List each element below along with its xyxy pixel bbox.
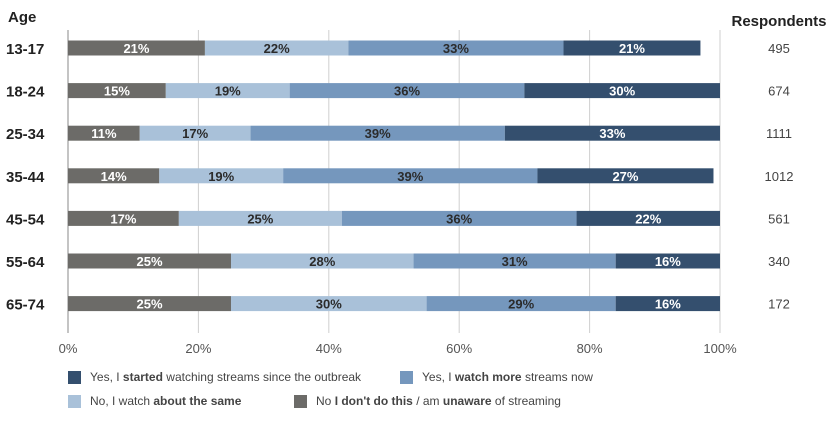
x-tick-label: 0%	[59, 341, 78, 356]
bar-segment-same	[231, 253, 414, 269]
legend-item-more: Yes, I watch more streams now	[400, 370, 593, 384]
bar-segment-more	[348, 40, 564, 56]
respondents-value: 172	[768, 297, 790, 312]
legend-label-same: No, I watch about the same	[90, 394, 242, 408]
data-label: 39%	[365, 126, 391, 141]
legend-label-no: No I don't do this / am unaware of strea…	[316, 394, 561, 408]
legend-label-started: Yes, I started watching streams since th…	[90, 370, 362, 384]
data-label: 22%	[264, 41, 290, 56]
bar-segment-started	[563, 40, 701, 56]
bar-segment-more	[413, 253, 616, 269]
data-label: 16%	[655, 297, 681, 312]
respondents-value: 1111	[766, 126, 792, 141]
bar-segment-more	[341, 210, 577, 226]
category-label: 13-17	[6, 41, 44, 58]
x-tick-label: 80%	[577, 341, 603, 356]
data-label: 33%	[443, 41, 469, 56]
data-label: 28%	[309, 254, 335, 269]
legend-item-started: Yes, I started watching streams since th…	[68, 370, 361, 384]
data-label: 19%	[215, 84, 241, 99]
bar-segment-same	[159, 168, 284, 184]
bar-segment-more	[250, 125, 505, 141]
x-tick-label: 40%	[316, 341, 342, 356]
bar-segment-more	[283, 168, 538, 184]
data-label: 30%	[609, 84, 635, 99]
data-label: 33%	[599, 126, 625, 141]
bar-segment-same	[204, 40, 349, 56]
bar-segment-started	[576, 210, 720, 226]
data-label: 19%	[208, 169, 234, 184]
data-label: 25%	[247, 211, 273, 226]
data-label: 16%	[655, 254, 681, 269]
bar-segment-more	[426, 296, 616, 312]
category-label: 18-24	[6, 84, 45, 101]
category-label: 45-54	[6, 211, 45, 228]
bar-segment-no	[68, 296, 231, 312]
legend-item-no: No I don't do this / am unaware of strea…	[294, 394, 561, 408]
x-tick-label: 20%	[185, 341, 211, 356]
respondents-value: 495	[768, 41, 790, 56]
data-label: 30%	[316, 297, 342, 312]
respondents-value: 1012	[765, 169, 794, 184]
category-label: 55-64	[6, 254, 45, 271]
x-tick-label: 60%	[446, 341, 472, 356]
bar-segment-more	[289, 83, 525, 99]
bar-segment-started	[524, 83, 720, 99]
data-label: 21%	[619, 41, 645, 56]
category-label: 25-34	[6, 126, 45, 143]
data-label: 17%	[110, 211, 136, 226]
bar-segment-started	[615, 253, 720, 269]
bar-segment-no	[68, 40, 205, 56]
data-label: 36%	[446, 211, 472, 226]
data-label: 31%	[502, 254, 528, 269]
bar-segment-same	[139, 125, 251, 141]
legend-swatch-same	[68, 394, 81, 408]
bar-segment-no	[68, 83, 166, 99]
legend: Yes, I started watching streams since th…	[68, 370, 768, 414]
data-label: 36%	[394, 84, 420, 99]
bar-segment-started	[615, 296, 720, 312]
legend-swatch-started	[68, 370, 81, 384]
respondents-title: Respondents	[731, 13, 826, 30]
data-label: 25%	[136, 297, 162, 312]
legend-label-more: Yes, I watch more streams now	[422, 370, 593, 384]
legend-swatch-more	[400, 370, 413, 384]
bar-segment-same	[165, 83, 290, 99]
x-tick-label: 100%	[703, 341, 737, 356]
data-label: 25%	[136, 254, 162, 269]
bar-segment-same	[178, 210, 342, 226]
y-axis-title: Age	[8, 9, 36, 26]
data-label: 17%	[182, 126, 208, 141]
data-label: 22%	[635, 211, 661, 226]
bar-segment-no	[68, 210, 179, 226]
data-label: 39%	[397, 169, 423, 184]
respondents-value: 561	[768, 211, 790, 226]
category-label: 35-44	[6, 169, 45, 186]
data-label: 14%	[101, 169, 127, 184]
respondents-value: 340	[768, 254, 790, 269]
bar-segment-started	[504, 125, 720, 141]
legend-swatch-no	[294, 394, 307, 408]
data-label: 29%	[508, 297, 534, 312]
bar-segment-no	[68, 168, 160, 184]
legend-item-same: No, I watch about the same	[68, 394, 241, 408]
data-label: 27%	[612, 169, 638, 184]
bar-segment-no	[68, 253, 231, 269]
data-label: 11%	[91, 126, 117, 141]
category-label: 65-74	[6, 297, 45, 314]
data-label: 21%	[123, 41, 149, 56]
bar-segment-no	[68, 125, 140, 141]
respondents-value: 674	[768, 84, 790, 99]
bar-segment-started	[537, 168, 714, 184]
bar-segment-same	[231, 296, 427, 312]
data-label: 15%	[104, 84, 130, 99]
